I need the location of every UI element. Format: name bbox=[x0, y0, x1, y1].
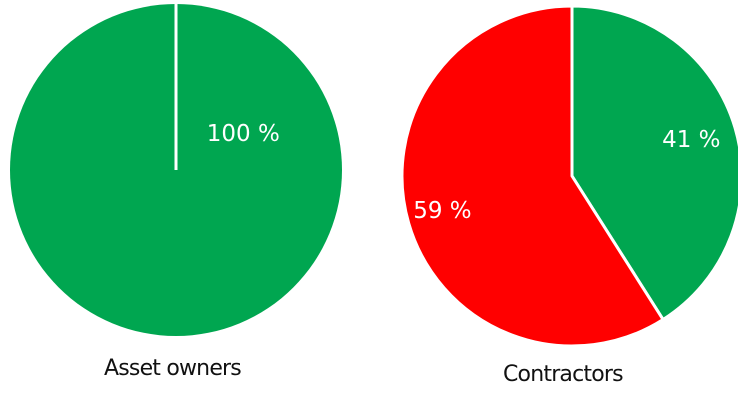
slice-label-asset-owners-1: 100 % bbox=[207, 121, 280, 147]
pie-asset-owners: 100 % bbox=[10, 4, 342, 336]
pie-contractors: 41 % 59 % bbox=[400, 4, 738, 348]
pie-title-contractors: Contractors bbox=[503, 362, 624, 387]
pie-title-asset-owners: Asset owners bbox=[104, 356, 242, 381]
slice-label-contractors-2: 59 % bbox=[413, 198, 471, 224]
slice-label-contractors-1: 41 % bbox=[662, 127, 720, 153]
pie-slice-contractors-2 bbox=[400, 4, 665, 348]
